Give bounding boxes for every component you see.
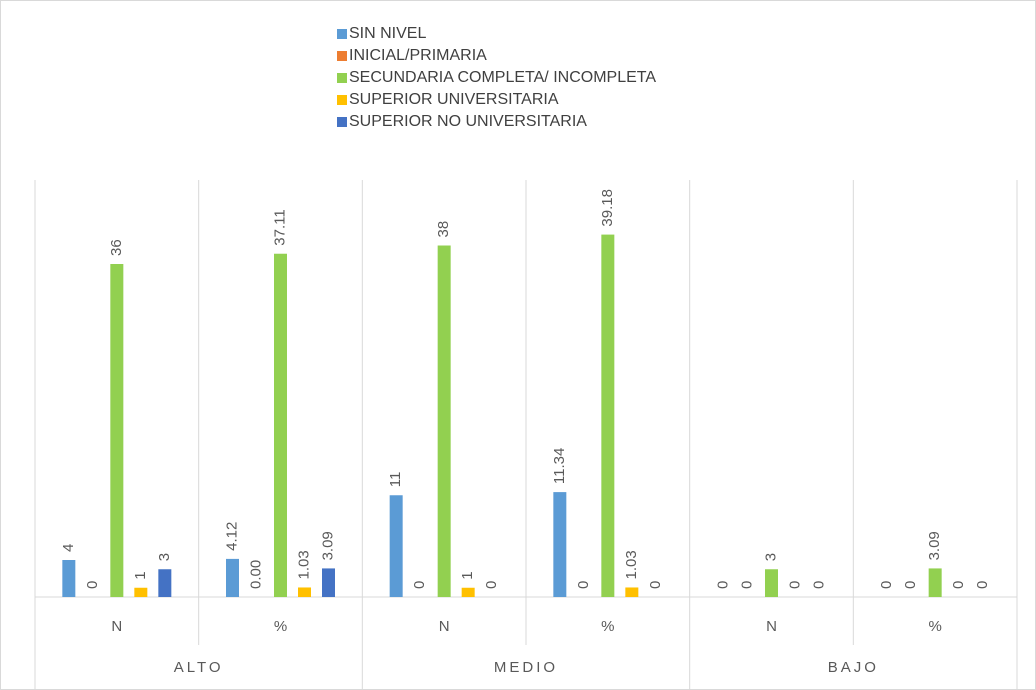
bar bbox=[928, 568, 942, 597]
data-label: 0 bbox=[575, 581, 592, 589]
bar bbox=[62, 560, 76, 597]
data-label: 3 bbox=[762, 553, 779, 561]
data-label: 0 bbox=[483, 581, 500, 589]
legend-label: SECUNDARIA COMPLETA/ INCOMPLETA bbox=[349, 69, 656, 86]
data-label: 11 bbox=[387, 472, 404, 488]
data-label: 1.03 bbox=[295, 550, 312, 579]
legend-swatch bbox=[337, 117, 347, 127]
data-label: 39.18 bbox=[599, 189, 616, 227]
data-label: 4 bbox=[60, 544, 77, 552]
legend-swatch bbox=[337, 73, 347, 83]
bar bbox=[601, 234, 615, 597]
legend-swatch bbox=[337, 51, 347, 61]
data-label: 1 bbox=[132, 571, 149, 579]
data-label: 0 bbox=[950, 581, 967, 589]
data-label: 0 bbox=[738, 581, 755, 589]
data-label: 0 bbox=[974, 581, 991, 589]
data-label: 1 bbox=[459, 571, 476, 579]
data-label: 11.34 bbox=[551, 448, 568, 484]
legend-swatch bbox=[337, 29, 347, 39]
group-label: MEDIO bbox=[494, 659, 558, 676]
bar bbox=[322, 568, 335, 597]
x-tick-label: % bbox=[601, 618, 614, 635]
bar bbox=[765, 569, 778, 597]
data-label: 0 bbox=[902, 581, 919, 589]
data-label: 3.09 bbox=[319, 531, 336, 560]
data-label: 0 bbox=[786, 581, 803, 589]
bar bbox=[226, 558, 239, 597]
data-label: 0 bbox=[647, 581, 664, 589]
bar bbox=[389, 495, 403, 597]
bar bbox=[437, 245, 451, 597]
bar bbox=[110, 264, 124, 597]
group-label: ALTO bbox=[174, 659, 224, 676]
group-label: BAJO bbox=[828, 659, 879, 676]
data-label: 0 bbox=[878, 581, 895, 589]
data-label: 0 bbox=[714, 581, 731, 589]
data-label: 0 bbox=[810, 581, 827, 589]
bar bbox=[274, 253, 287, 598]
legend-label: SUPERIOR NO UNIVERSITARIA bbox=[349, 113, 587, 130]
data-label: 0 bbox=[411, 581, 428, 589]
data-label: 3 bbox=[156, 553, 173, 561]
x-tick-label: N bbox=[439, 618, 450, 635]
data-label: 1.03 bbox=[623, 550, 640, 579]
data-label: 3.09 bbox=[926, 531, 943, 560]
bar bbox=[158, 569, 172, 597]
data-label: 37.11 bbox=[271, 209, 288, 245]
bar bbox=[298, 587, 311, 597]
legend-label: SIN NIVEL bbox=[349, 25, 426, 42]
data-label: 4.12 bbox=[223, 522, 240, 551]
x-tick-label: N bbox=[111, 618, 122, 635]
bar bbox=[134, 587, 148, 597]
data-label: 0 bbox=[84, 581, 101, 589]
legend-label: INICIAL/PRIMARIA bbox=[349, 47, 487, 64]
data-label: 0.00 bbox=[247, 560, 264, 589]
legend-swatch bbox=[337, 95, 347, 105]
bar bbox=[553, 492, 567, 597]
x-tick-label: N bbox=[766, 618, 777, 635]
x-tick-label: % bbox=[928, 618, 941, 635]
data-label: 36 bbox=[108, 239, 125, 256]
x-tick-label: % bbox=[274, 618, 287, 635]
data-label: 38 bbox=[435, 221, 452, 238]
legend-label: SUPERIOR UNIVERSITARIA bbox=[349, 91, 559, 108]
bar bbox=[625, 587, 639, 597]
bar bbox=[461, 587, 475, 597]
